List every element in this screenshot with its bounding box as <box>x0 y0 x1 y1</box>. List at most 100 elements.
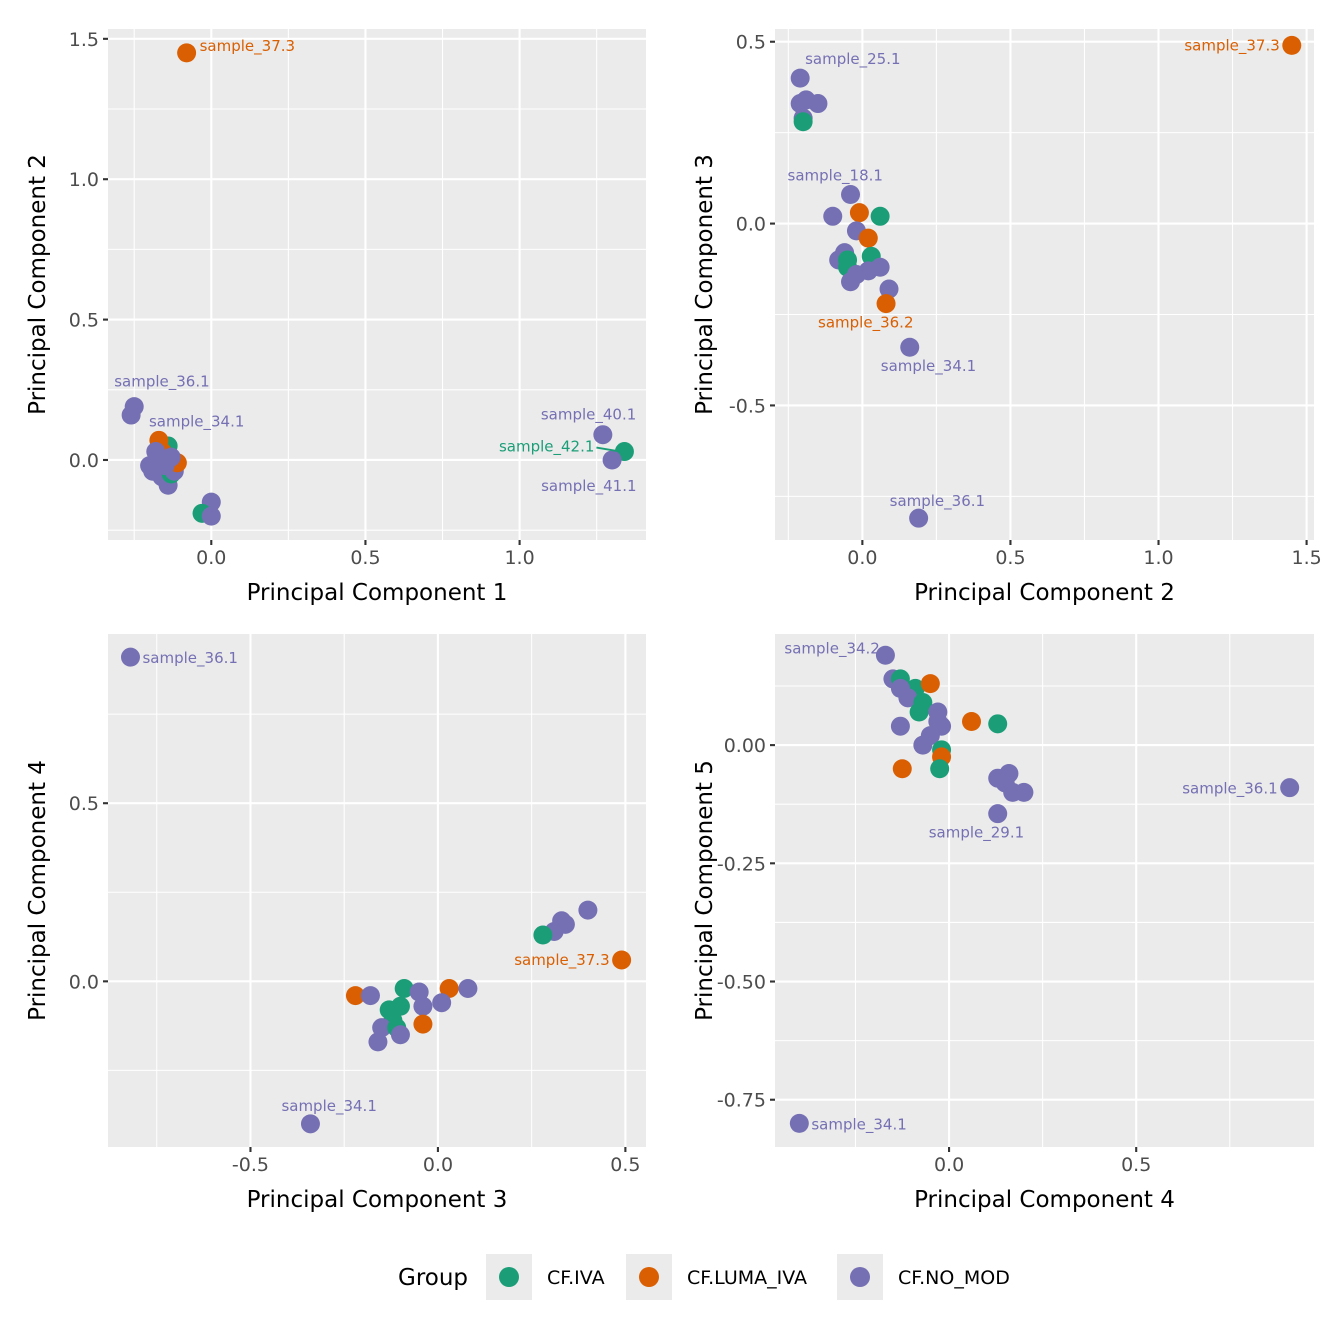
point-label: sample_37.3 <box>514 951 609 970</box>
data-point <box>920 674 940 694</box>
y-tick-label: 0.0 <box>69 971 99 993</box>
data-point <box>432 993 452 1013</box>
point-label: sample_42.1 <box>499 438 594 457</box>
data-point <box>300 1114 320 1134</box>
x-tick-label: -0.5 <box>232 1154 269 1176</box>
data-point <box>1014 782 1034 802</box>
y-tick-label: 1.0 <box>69 169 99 191</box>
y-tick-label: -0.5 <box>729 395 766 417</box>
point-label: sample_34.1 <box>281 1097 376 1116</box>
data-point <box>161 447 181 467</box>
data-point <box>413 996 433 1016</box>
panel-background <box>108 634 646 1147</box>
data-point <box>962 711 982 731</box>
x-tick-label: 1.0 <box>1143 547 1173 569</box>
x-tick-label: 0.5 <box>350 547 380 569</box>
y-axis-title: Principal Component 2 <box>25 154 51 415</box>
panel-background <box>108 29 646 540</box>
y-tick-label: 0.5 <box>736 32 766 54</box>
legend-marker-cf-luma-iva <box>639 1267 659 1287</box>
data-point <box>870 257 890 277</box>
x-tick-label: 0.0 <box>934 1154 964 1176</box>
data-point <box>790 94 810 114</box>
data-point <box>368 1032 388 1052</box>
point-label: sample_41.1 <box>541 477 636 496</box>
data-point <box>612 950 632 970</box>
x-tick-label: 1.0 <box>504 547 534 569</box>
y-axis-title: Principal Component 5 <box>692 760 718 1021</box>
point-label: sample_25.1 <box>805 50 900 69</box>
x-tick-label: 0.5 <box>610 1154 640 1176</box>
data-point <box>593 425 613 445</box>
data-point <box>988 714 1008 734</box>
scatter-panel-4: 0.0 0.5 -0.75 -0.50 -0.25 0.00 Principal Compo… <box>692 634 1314 1213</box>
x-tick-label: 0.0 <box>196 547 226 569</box>
point-label: sample_36.1 <box>142 649 237 668</box>
data-point <box>909 702 929 722</box>
panel-background <box>775 634 1314 1147</box>
point-label: sample_34.1 <box>811 1115 906 1134</box>
data-point <box>1282 35 1302 55</box>
y-tick-label: 0.0 <box>736 214 766 236</box>
y-tick-label: 0.5 <box>69 793 99 815</box>
y-tick-label: 0.5 <box>69 310 99 332</box>
data-point <box>458 978 478 998</box>
data-point <box>360 986 380 1006</box>
point-label: sample_34.1 <box>881 357 976 376</box>
scatter-panel-3: -0.5 0.0 0.5 0.0 0.5 Principal Component 3 Pri… <box>25 634 646 1213</box>
legend-label-cf-luma-iva: CF.LUMA_IVA <box>687 1267 807 1289</box>
data-point <box>909 508 929 528</box>
x-axis-title: Principal Component 4 <box>914 1187 1175 1213</box>
scatter-panel-2: 0.0 0.5 1.0 1.5 -0.5 0.0 0.5 Principal Componen… <box>692 29 1322 606</box>
data-point <box>913 735 933 755</box>
y-tick-label: -0.50 <box>717 972 766 994</box>
y-tick-label: 0.00 <box>724 735 766 757</box>
data-point <box>900 337 920 357</box>
data-point <box>870 206 890 226</box>
point-label: sample_36.1 <box>1182 780 1277 799</box>
x-tick-label: 0.5 <box>1121 1154 1151 1176</box>
data-point <box>439 978 459 998</box>
scatter-panel-1: 0.0 0.5 1.0 0.0 0.5 1.0 1.5 Principal Component… <box>25 29 646 606</box>
data-point <box>394 978 414 998</box>
x-tick-label: 0.0 <box>423 1154 453 1176</box>
legend: Group CF.IVA CF.LUMA_IVA CF.NO_MOD <box>398 1254 1010 1300</box>
data-point <box>875 645 895 665</box>
data-point <box>602 450 622 470</box>
point-label: sample_29.1 <box>929 824 1024 843</box>
data-point <box>930 759 950 779</box>
x-axis-title: Principal Component 1 <box>247 580 508 606</box>
x-tick-label: 0.5 <box>995 547 1025 569</box>
legend-label-cf-iva: CF.IVA <box>547 1267 605 1289</box>
data-point <box>849 203 869 223</box>
data-point <box>858 228 878 248</box>
legend-label-cf-no-mod: CF.NO_MOD <box>898 1267 1010 1289</box>
data-point <box>892 759 912 779</box>
data-point <box>890 716 910 736</box>
data-point <box>823 206 843 226</box>
point-label: sample_37.3 <box>200 37 295 56</box>
data-point <box>898 688 918 708</box>
y-tick-label: 1.5 <box>69 29 99 51</box>
data-point <box>390 996 410 1016</box>
data-point <box>793 112 813 132</box>
data-point <box>533 925 553 945</box>
point-label: sample_36.2 <box>818 314 913 333</box>
data-point <box>789 1113 809 1133</box>
x-axis-title: Principal Component 2 <box>914 580 1175 606</box>
data-point <box>413 1014 433 1034</box>
legend-marker-cf-no-mod <box>850 1267 870 1287</box>
data-point <box>790 68 810 88</box>
data-point <box>879 279 899 299</box>
x-tick-label: 1.5 <box>1291 547 1321 569</box>
legend-title: Group <box>398 1265 468 1291</box>
point-label: sample_34.2 <box>784 639 879 658</box>
y-axis-title: Principal Component 3 <box>692 154 718 415</box>
data-point <box>409 982 429 1002</box>
y-axis-title: Principal Component 4 <box>25 760 51 1021</box>
panel-background <box>775 29 1314 540</box>
point-label: sample_40.1 <box>541 406 636 425</box>
x-axis-title: Principal Component 3 <box>247 1187 508 1213</box>
data-point <box>841 184 861 204</box>
